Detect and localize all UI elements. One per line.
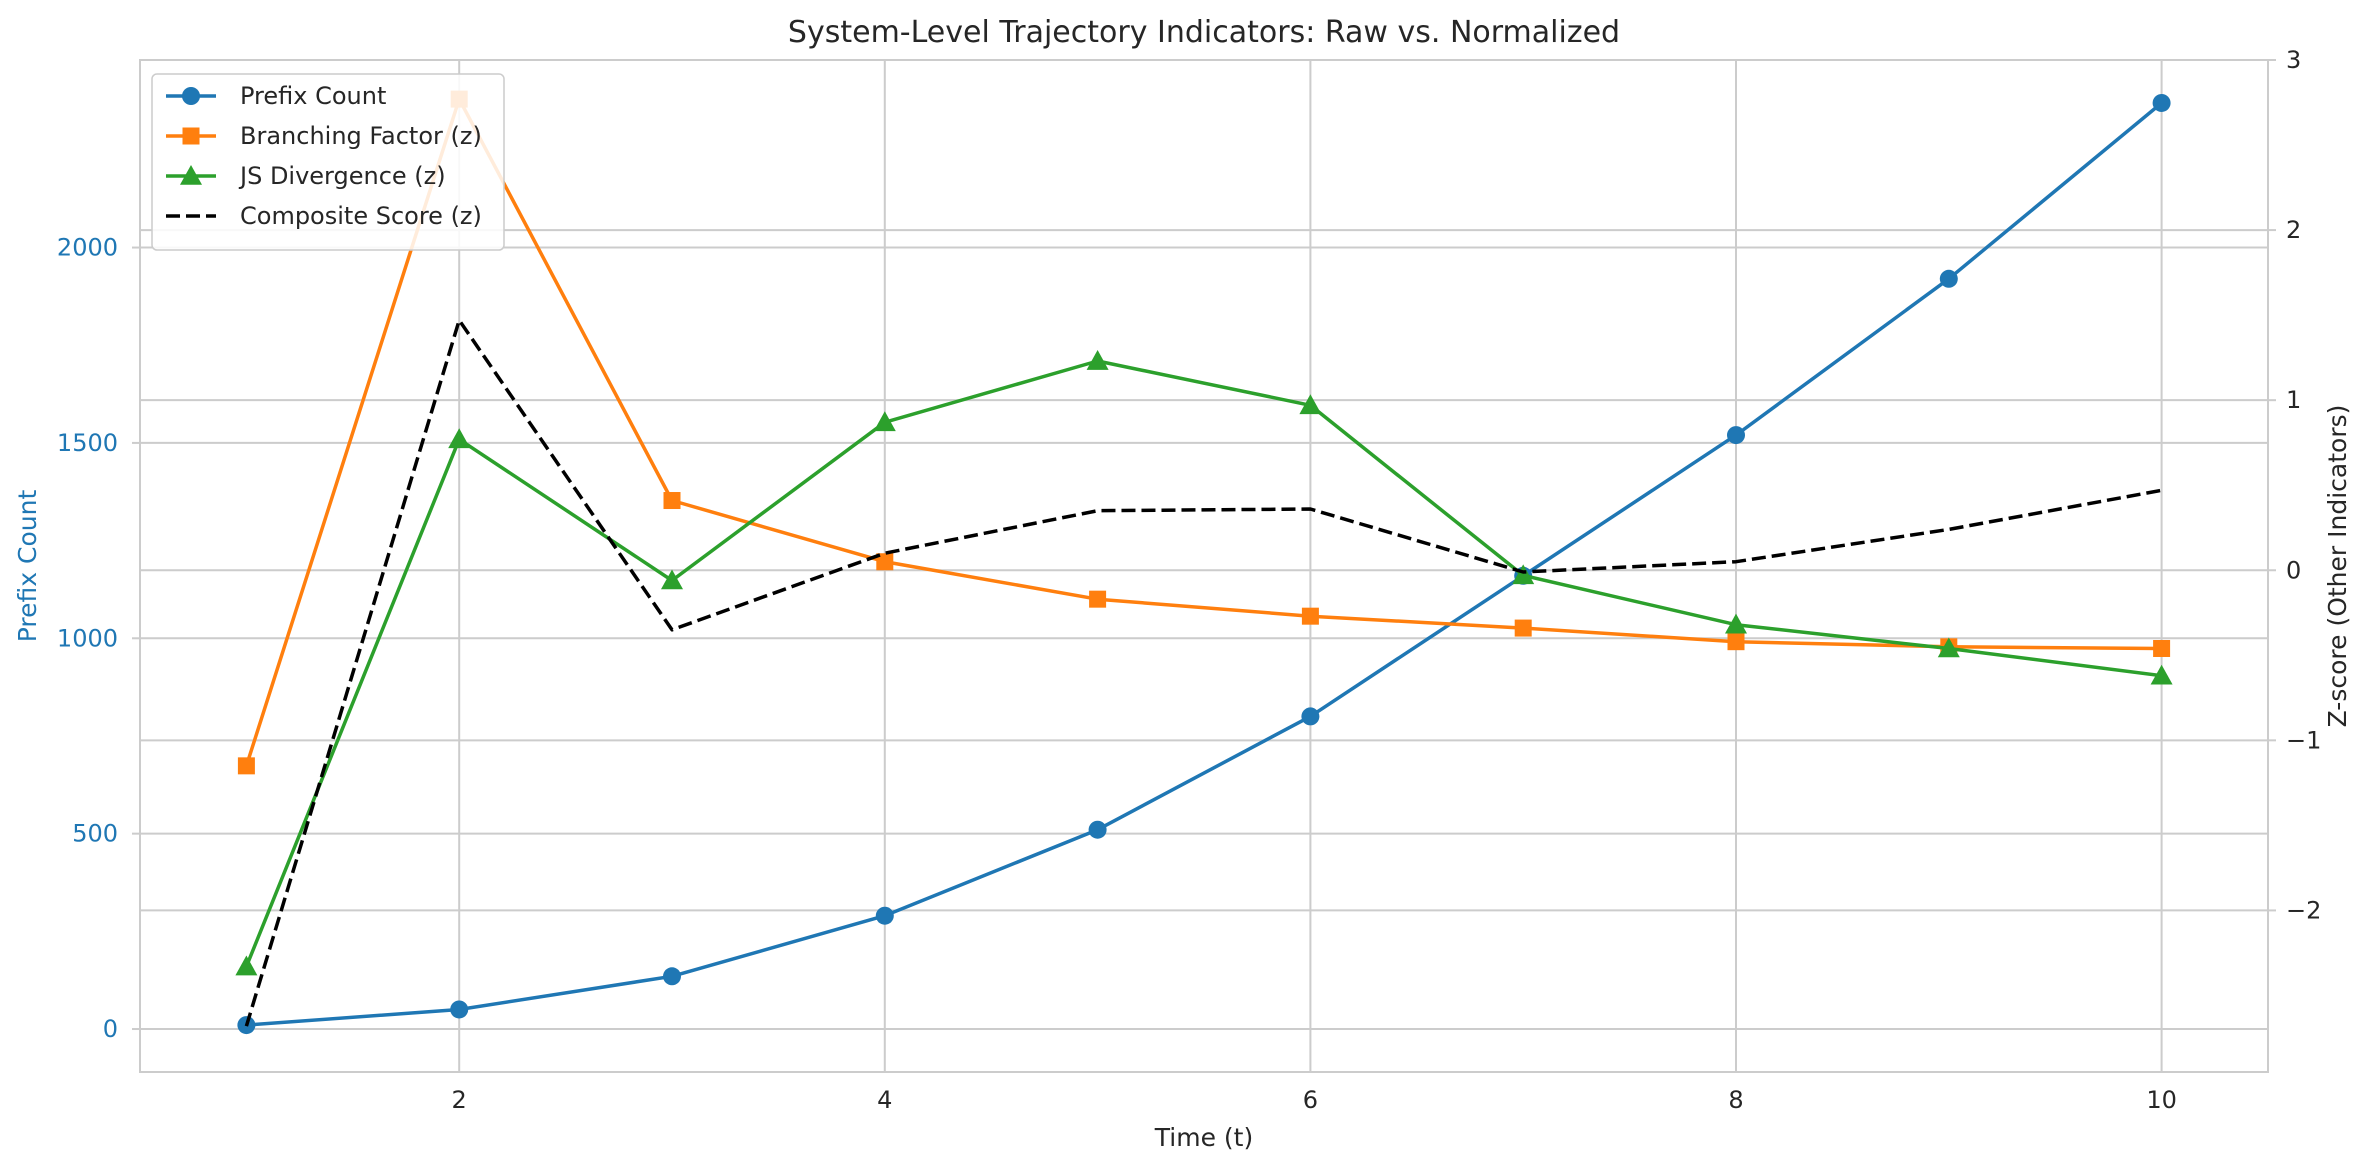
data-point-triangle [1299,394,1322,415]
x-tick-label: 10 [2146,1086,2177,1114]
legend-frame [151,73,505,251]
x-tick-label: 8 [1728,1086,1743,1114]
right-y-tick-label: 1 [2286,386,2301,414]
data-point-triangle [1086,350,1109,370]
series-line [244,318,2162,1027]
x-tick-label: 2 [452,1086,467,1114]
legend-item: JS Divergence (z) [166,162,446,190]
x-tick-label: 4 [877,1086,892,1114]
data-point-square [1089,590,1107,608]
legend-item: Prefix Count [166,82,386,110]
data-point-circle [663,967,681,986]
legend-label: JS Divergence (z) [238,162,446,190]
data-point-circle [1727,426,1745,445]
data-point-square [1301,607,1319,625]
right-y-tick-label: −1 [2286,726,2321,754]
left-axis-title: Prefix Count [13,490,42,643]
legend-label: Branching Factor (z) [240,122,482,150]
data-point-triangle [1937,637,1960,658]
series-line [244,359,2162,968]
data-point-circle [2152,93,2171,112]
data-point-square [876,553,894,571]
data-point-triangle [180,165,202,185]
data-point-square [1514,619,1532,637]
series-1 [237,90,2171,775]
left-y-tick-label: 0 [103,1015,118,1043]
plot-frame [139,59,2269,1073]
left-y-tick-label: 1500 [57,429,118,457]
data-point-triangle [1512,564,1535,585]
series-line [246,101,2163,1027]
legend-item: Branching Factor (z) [166,122,482,150]
series-3 [244,318,2162,1027]
data-point-circle [182,87,200,105]
series-2 [235,350,2173,976]
data-point-square [182,127,200,145]
data-point-circle [1088,820,1107,839]
left-y-tick-label: 1000 [57,624,118,652]
left-y-tick-label: 2000 [57,234,118,262]
data-point-circle [875,906,894,925]
right-y-tick-label: 3 [2286,46,2301,74]
legend-label: Composite Score (z) [240,202,482,230]
right-y-tick-label: 0 [2286,556,2301,584]
data-point-triangle [873,411,896,432]
series-0 [237,93,2171,1035]
left-y-tick-label: 500 [72,820,118,848]
series-line [244,97,2162,767]
legend-label: Prefix Count [240,82,386,110]
x-tick-label: 6 [1303,1086,1318,1114]
data-point-square [2153,639,2171,657]
data-point-circle [450,1000,469,1019]
data-point-circle [1301,707,1320,726]
series-layer [235,90,2173,1035]
chart-title: System-Level Trajectory Indicators: Raw … [788,15,1620,50]
data-point-square [1727,633,1745,651]
data-point-triangle [1725,613,1747,634]
legend: Prefix Count Branching Factor (z) JS Diver… [151,73,505,251]
right-y-tick-label: −2 [2286,896,2321,924]
data-point-circle [1939,269,1958,288]
data-point-square [663,492,681,510]
right-y-tick-label: 2 [2286,216,2301,244]
data-point-triangle [235,955,258,976]
data-point-square [237,757,255,775]
data-point-triangle [661,569,683,590]
legend-item: Composite Score (z) [166,202,482,230]
right-axis-title: Z-score (Other Indicators) [2323,405,2352,728]
tick-labels: 2 4 6 8 10 0 500 1000 1500 2000 −2 −1 0 1 2 3 [57,46,2321,1114]
data-point-triangle [448,428,471,449]
data-point-triangle [2150,664,2173,685]
x-axis-title: Time (t) [1154,1123,1253,1152]
